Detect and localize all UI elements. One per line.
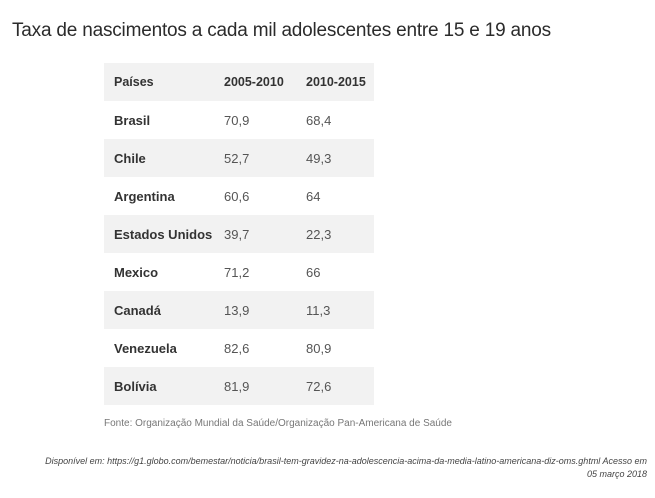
value-2010-2015: 66: [306, 264, 321, 280]
country-cell: Bolívia: [104, 367, 214, 405]
table-row: Mexico 71,2 66: [104, 253, 374, 291]
value-2005-2010: 70,9: [224, 112, 250, 128]
value-2005-2010: 82,6: [224, 340, 250, 356]
value-2005-2010: 13,9: [214, 291, 296, 329]
value-2005-2010: 71,2: [224, 264, 250, 280]
country-cell: Venezuela: [114, 340, 177, 356]
country-cell: Argentina: [114, 188, 175, 204]
table-row: Argentina 60,6 64: [104, 177, 374, 215]
value-2010-2015: 11,3: [296, 291, 374, 329]
birth-rate-table: Países 2005-2010 2010-2015 Brasil 70,9 6…: [104, 63, 374, 405]
table-row: Brasil 70,9 68,4: [104, 101, 374, 139]
country-cell: Canadá: [104, 291, 214, 329]
table-row: Canadá 13,9 11,3: [104, 291, 374, 329]
country-cell: Brasil: [114, 112, 151, 128]
value-2005-2010: 60,6: [224, 188, 250, 204]
header-2005-2010: 2005-2010: [214, 63, 296, 101]
reference-line-1: Disponível em: https://g1.globo.com/beme…: [45, 456, 647, 466]
reference-line-2: 05 março 2018: [586, 469, 647, 479]
value-2010-2015: 49,3: [296, 139, 374, 177]
value-2010-2015: 22,3: [296, 215, 374, 253]
value-2010-2015: 72,6: [296, 367, 374, 405]
table-header-row: Países 2005-2010 2010-2015: [104, 63, 374, 101]
country-cell: Estados Unidos: [104, 215, 214, 253]
header-2010-2015: 2010-2015: [296, 63, 374, 101]
reference-note: Disponível em: https://g1.globo.com/beme…: [7, 455, 647, 481]
country-cell: Mexico: [114, 264, 159, 280]
table-row: Venezuela 82,6 80,9: [104, 329, 374, 367]
value-2005-2010: 39,7: [214, 215, 296, 253]
value-2010-2015: 64: [306, 188, 321, 204]
value-2010-2015: 68,4: [306, 112, 332, 128]
source-note: Fonte: Organização Mundial da Saúde/Orga…: [104, 418, 452, 429]
value-2005-2010: 81,9: [214, 367, 296, 405]
country-cell: Chile: [104, 139, 214, 177]
table-row: Bolívia 81,9 72,6: [104, 367, 374, 405]
value-2010-2015: 80,9: [306, 340, 332, 356]
page-title: Taxa de nascimentos a cada mil adolescen…: [12, 20, 551, 41]
table-row: Estados Unidos 39,7 22,3: [104, 215, 374, 253]
value-2005-2010: 52,7: [214, 139, 296, 177]
table-row: Chile 52,7 49,3: [104, 139, 374, 177]
header-countries: Países: [104, 63, 214, 101]
